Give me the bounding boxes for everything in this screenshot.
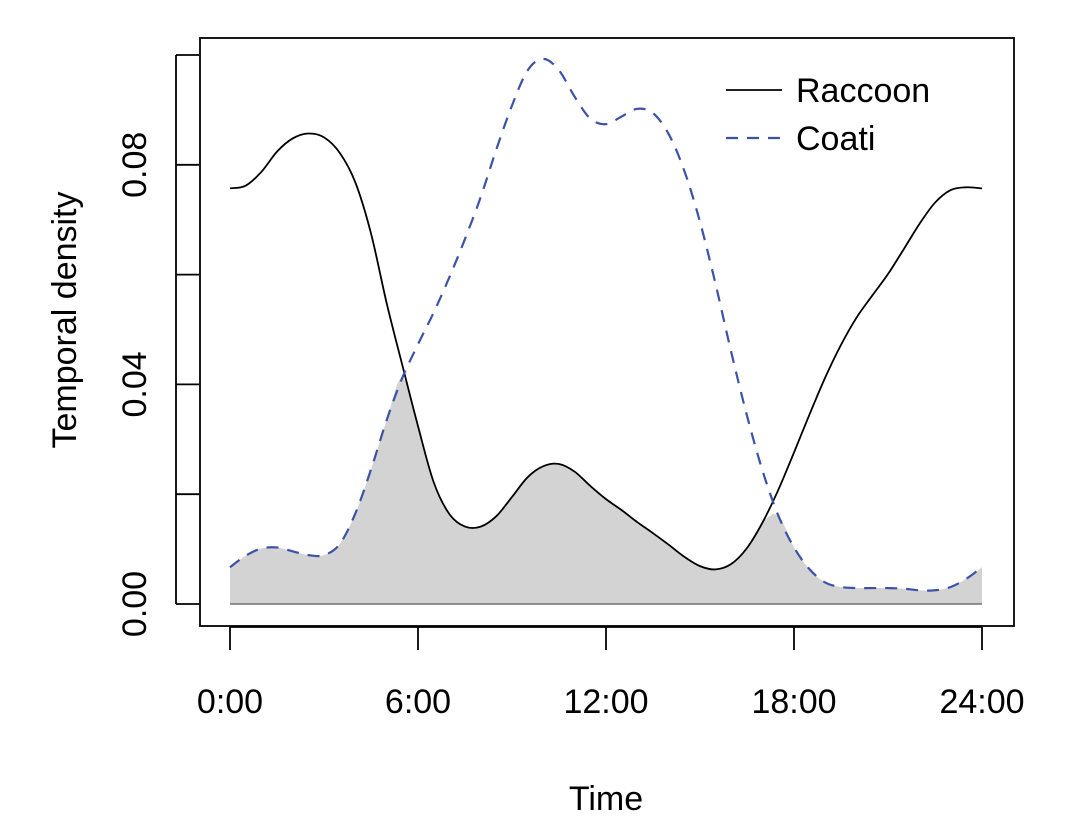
legend-label-coati: Coati — [796, 120, 875, 158]
x-tick-label: 6:00 — [385, 683, 451, 721]
series-line-coati — [229, 57, 983, 592]
series-line-raccoon — [229, 132, 983, 571]
x-tick-label: 24:00 — [939, 683, 1024, 721]
x-tick-label: 18:00 — [751, 683, 836, 721]
plot-frame — [199, 37, 1015, 627]
y-axis-label: Temporal density — [46, 191, 84, 448]
x-tick-label: 12:00 — [563, 683, 648, 721]
y-tick-label: 0.08 — [116, 132, 154, 198]
legend-label-raccoon: Raccoon — [796, 72, 930, 110]
y-tick-label: 0.00 — [116, 571, 154, 637]
x-axis-label: Time — [569, 780, 643, 818]
legend: Raccoon Coati — [726, 72, 930, 158]
axis-layer: 0:00 6:00 12:00 18:00 24:00 0.00 0.04 0.08 — [116, 54, 1025, 721]
series-layer — [229, 57, 983, 592]
y-tick-label: 0.04 — [116, 351, 154, 417]
x-tick-label: 0:00 — [197, 683, 263, 721]
overlap-area-layer — [230, 377, 982, 605]
overlap-area — [230, 377, 982, 604]
